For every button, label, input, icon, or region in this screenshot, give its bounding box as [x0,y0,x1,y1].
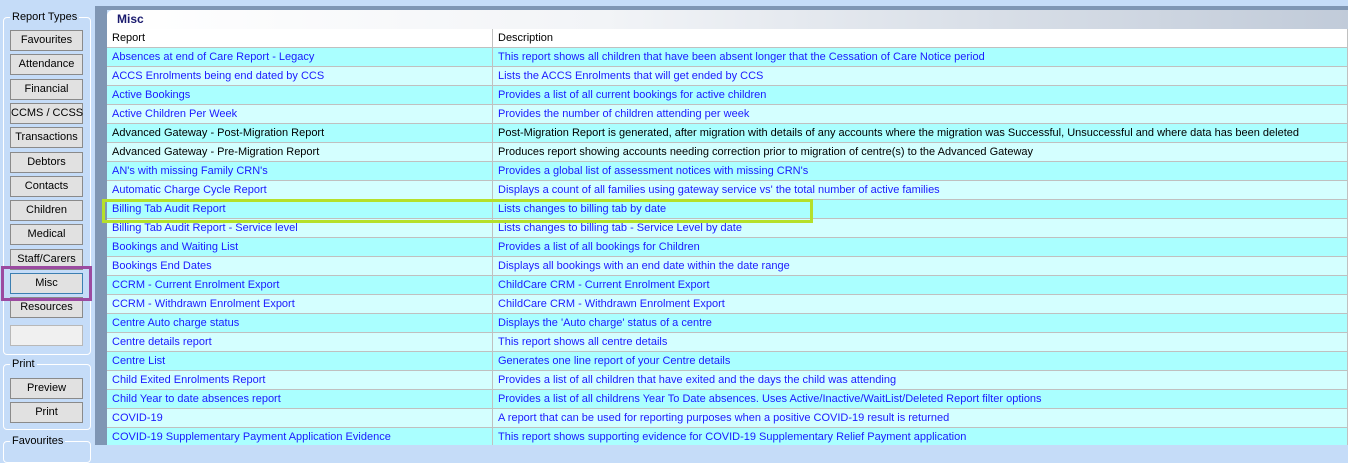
blank-button[interactable] [10,325,83,346]
report-name[interactable]: Automatic Charge Cycle Report [107,180,493,200]
report-description[interactable]: Post-Migration Report is generated, afte… [492,123,1348,143]
report-name[interactable]: Advanced Gateway - Pre-Migration Report [107,142,493,162]
report-name[interactable]: Bookings and Waiting List [107,237,493,257]
report-description[interactable]: Displays all bookings with an end date w… [492,256,1348,276]
report-type-button-contacts[interactable]: Contacts [10,175,83,197]
report-name[interactable]: Advanced Gateway - Post-Migration Report [107,123,493,143]
table-row[interactable]: Bookings and Waiting List Provides a list… [107,237,1348,257]
table-row[interactable]: ACCS Enrolments being end dated by CCS Li… [107,66,1348,86]
report-description[interactable]: This report shows supporting evidence fo… [492,427,1348,445]
table-row[interactable]: Automatic Charge Cycle Report Displays a … [107,180,1348,200]
report-name[interactable]: CCRM - Withdrawn Enrolment Export [107,294,493,314]
report-name[interactable]: COVID-19 Supplementary Payment Applicati… [107,427,493,445]
table-row[interactable]: COVID-19 A report that can be used for re… [107,408,1348,428]
table-row[interactable]: Centre details report This report shows a… [107,332,1348,352]
reports-panel: Misc Report Description Absences at end … [107,10,1348,445]
table-row[interactable]: Centre Auto charge status Displays the 'A… [107,313,1348,333]
table-row[interactable]: Active Children Per Week Provides the num… [107,104,1348,124]
table-row[interactable]: Advanced Gateway - Post-Migration Report… [107,123,1348,143]
report-description[interactable]: Displays the 'Auto charge' status of a c… [492,313,1348,333]
report-type-button-ccms-ccss[interactable]: CCMS / CCSS [10,102,83,124]
report-name[interactable]: AN's with missing Family CRN's [107,161,493,181]
reports-table: Report Description Absences at end of Ca… [107,29,1348,445]
report-name[interactable]: Billing Tab Audit Report [107,199,493,219]
table-row[interactable]: Active Bookings Provides a list of all cu… [107,85,1348,105]
report-types-sidebar: Report Types Favourites Attendance Financi… [0,0,95,463]
report-name[interactable]: COVID-19 [107,408,493,428]
report-description[interactable]: Produces report showing accounts needing… [492,142,1348,162]
report-type-button-medical[interactable]: Medical [10,224,83,246]
report-name[interactable]: Centre details report [107,332,493,352]
print-group: Print Preview Print [3,357,91,430]
report-name[interactable]: Centre List [107,351,493,371]
report-name[interactable]: Active Children Per Week [107,104,493,124]
favourites-title: Favourites [10,434,66,448]
table-row[interactable]: Absences at end of Care Report - Legacy T… [107,47,1348,67]
report-name[interactable]: Active Bookings [107,85,493,105]
misc-highlight-box [1,266,92,301]
report-description[interactable]: ChildCare CRM - Withdrawn Enrolment Expo… [492,294,1348,314]
report-name[interactable]: Child Year to date absences report [107,389,493,409]
favourites-group: Favourites [3,434,91,463]
report-type-button-resources[interactable]: Resources [10,297,83,319]
panel-title: Misc [107,10,1348,29]
report-description[interactable]: Provides a list of all childrens Year To… [492,389,1348,409]
table-row[interactable]: Advanced Gateway - Pre-Migration Report P… [107,142,1348,162]
report-type-button-misc[interactable]: Misc [10,273,83,294]
report-description[interactable]: Provides a global list of assessment not… [492,161,1348,181]
top-strip [95,0,1348,6]
table-row[interactable]: Child Exited Enrolments Report Provides a… [107,370,1348,390]
table-row[interactable]: Centre List Generates one line report of … [107,351,1348,371]
report-description[interactable]: A report that can be used for reporting … [492,408,1348,428]
splitter[interactable] [95,0,107,445]
report-type-button-children[interactable]: Children [10,200,83,222]
table-row[interactable]: Billing Tab Audit Report Lists changes to… [107,199,1348,219]
report-type-button-debtors[interactable]: Debtors [10,151,83,173]
billing-tab-highlight-box [102,199,813,223]
table-row[interactable]: AN's with missing Family CRN's Provides a… [107,161,1348,181]
report-type-button-attendance[interactable]: Attendance [10,54,83,76]
top-strip-dark [107,6,1348,10]
report-type-button-favourites[interactable]: Favourites [10,30,83,51]
report-name[interactable]: Bookings End Dates [107,256,493,276]
report-description[interactable]: Provides a list of all current bookings … [492,85,1348,105]
table-row[interactable]: Billing Tab Audit Report - Service level… [107,218,1348,238]
report-name[interactable]: CCRM - Current Enrolment Export [107,275,493,295]
table-row[interactable]: CCRM - Current Enrolment Export ChildCare… [107,275,1348,295]
report-name[interactable]: Absences at end of Care Report - Legacy [107,47,493,67]
report-description[interactable]: This report shows all centre details [492,332,1348,352]
report-description[interactable]: Lists changes to billing tab by date [492,199,1348,219]
print-button[interactable]: Print [10,402,83,423]
table-row[interactable]: CCRM - Withdrawn Enrolment Export ChildCa… [107,294,1348,314]
report-name[interactable]: Billing Tab Audit Report - Service level [107,218,493,238]
report-description[interactable]: Lists the ACCS Enrolments that will get … [492,66,1348,86]
column-header-description[interactable]: Description [492,29,1348,48]
print-title: Print [10,357,37,371]
report-name[interactable]: Child Exited Enrolments Report [107,370,493,390]
report-name[interactable]: ACCS Enrolments being end dated by CCS [107,66,493,86]
report-name[interactable]: Centre Auto charge status [107,313,493,333]
report-types-group: Report Types Favourites Attendance Financi… [3,10,91,355]
table-row[interactable]: COVID-19 Supplementary Payment Applicati… [107,427,1348,445]
table-row[interactable]: Child Year to date absences report Provid… [107,389,1348,409]
report-type-button-financial[interactable]: Financial [10,78,83,100]
report-description[interactable]: ChildCare CRM - Current Enrolment Export [492,275,1348,295]
report-types-title: Report Types [10,10,80,24]
report-description[interactable]: Displays a count of all families using g… [492,180,1348,200]
report-type-button-transactions[interactable]: Transactions [10,127,83,149]
table-row[interactable]: Bookings End Dates Displays all bookings … [107,256,1348,276]
column-header-report[interactable]: Report [107,29,493,48]
report-description[interactable]: This report shows all children that have… [492,47,1348,67]
report-description[interactable]: Generates one line report of your Centre… [492,351,1348,371]
report-description[interactable]: Provides the number of children attendin… [492,104,1348,124]
preview-button[interactable]: Preview [10,378,83,399]
report-description[interactable]: Lists changes to billing tab - Service L… [492,218,1348,238]
report-description[interactable]: Provides a list of all bookings for Chil… [492,237,1348,257]
report-type-button-staff-carers[interactable]: Staff/Carers [10,248,83,270]
report-description[interactable]: Provides a list of all children that hav… [492,370,1348,390]
